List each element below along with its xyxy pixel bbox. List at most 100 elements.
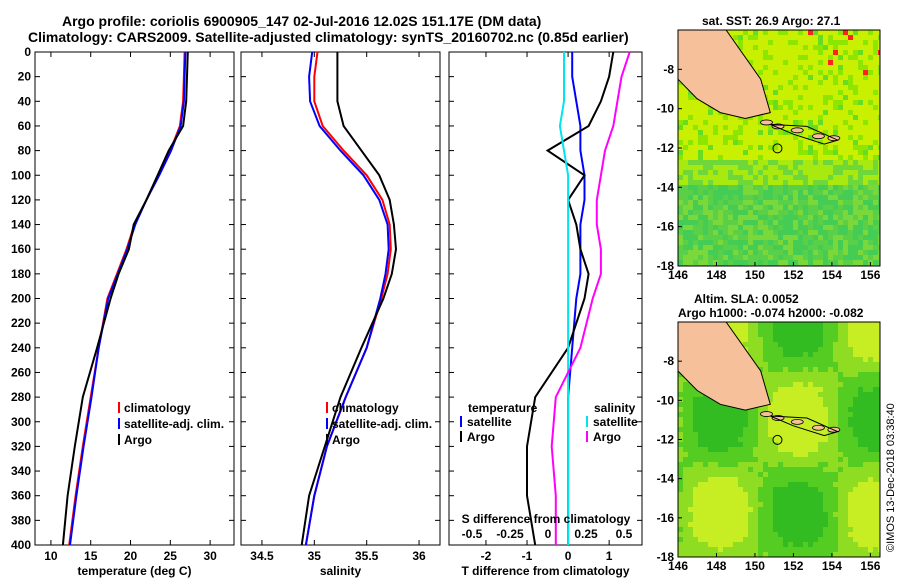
- x-tick-label: 1: [606, 549, 613, 563]
- x-tick-label: 20: [124, 549, 138, 563]
- x2-tick-label: 0.25: [574, 527, 598, 541]
- map-y-tick-label: -14: [657, 180, 675, 194]
- map-x-tick-label: 156: [860, 559, 880, 573]
- legend-label: Argo: [332, 433, 360, 447]
- map-y-tick-label: -16: [657, 511, 675, 525]
- sla-map-field: [678, 322, 880, 557]
- argo-position-marker: [772, 143, 783, 154]
- x-tick-label: 35.5: [355, 549, 379, 563]
- series-line-salinity-argo: [550, 51, 631, 545]
- y-tick-label: 80: [18, 144, 32, 158]
- y-tick-label: 180: [11, 267, 31, 281]
- y-tick-label: 380: [11, 513, 31, 527]
- x-tick-label: 30: [203, 549, 217, 563]
- map-y-tick-label: -8: [663, 62, 674, 76]
- y-tick-label: 260: [11, 365, 31, 379]
- y-tick-label: 0: [24, 45, 31, 59]
- map-y-tick-label: -10: [657, 102, 675, 116]
- y-tick-label: 400: [11, 538, 31, 552]
- x-tick-label: 35: [308, 549, 322, 563]
- map-x-tick-label: 154: [822, 268, 842, 282]
- reef-outline: [770, 123, 840, 145]
- y-tick-label: 220: [11, 316, 31, 330]
- legend-label: Argo: [467, 430, 495, 444]
- difference-panel-xlabel: T difference from climatology: [461, 564, 629, 578]
- y-tick-label: 60: [18, 119, 32, 133]
- map-x-tick-label: 146: [668, 559, 688, 573]
- x2-tick-label: -0.5: [462, 527, 483, 541]
- y-tick-label: 300: [11, 415, 31, 429]
- legend-label: Argo: [124, 433, 152, 447]
- map-x-tick-label: 148: [706, 268, 726, 282]
- map-y-tick-label: -10: [657, 393, 675, 407]
- salinity-panel-frame: [240, 51, 441, 546]
- island: [790, 127, 804, 134]
- legend-label: satellite: [593, 415, 638, 429]
- y-tick-label: 360: [11, 489, 31, 503]
- legend-salinity-title: salinity: [594, 401, 636, 415]
- y-tick-label: 140: [11, 218, 31, 232]
- x2-tick-label: 0.5: [616, 527, 633, 541]
- x-tick-label: 36: [412, 549, 426, 563]
- x-tick-label: 10: [44, 549, 58, 563]
- x-tick-label: 0: [565, 549, 572, 563]
- x-tick-label: -2: [481, 549, 492, 563]
- sst-map-title: sat. SST: 26.9 Argo: 27.1: [702, 14, 841, 28]
- y-tick-label: 40: [18, 94, 32, 108]
- island: [760, 119, 773, 126]
- y-tick-label: 240: [11, 341, 31, 355]
- island: [790, 418, 804, 425]
- map-x-tick-label: 150: [745, 559, 765, 573]
- x-tick-label: 25: [164, 549, 178, 563]
- legend-label: satellite-adj. clim.: [332, 417, 432, 431]
- legend-label: Argo: [593, 430, 621, 444]
- island: [760, 411, 773, 417]
- map-y-tick-label: -18: [657, 550, 675, 564]
- salinity-panel-xlabel: salinity: [320, 564, 362, 578]
- map-y-tick-label: -14: [657, 472, 675, 486]
- map-y-tick-label: -12: [657, 433, 675, 447]
- landmass: [678, 30, 771, 120]
- map-y-tick-label: -8: [663, 354, 674, 368]
- y-tick-label: 280: [11, 390, 31, 404]
- map-x-tick-label: 156: [860, 268, 880, 282]
- temperature-panel-xlabel: temperature (deg C): [77, 564, 191, 578]
- map-x-tick-label: 152: [783, 559, 803, 573]
- island: [812, 424, 825, 431]
- map-x-tick-label: 150: [745, 268, 765, 282]
- x-tick-label: -1: [522, 549, 533, 563]
- temperature-panel-frame: [34, 51, 235, 546]
- legend-label: satellite: [467, 415, 512, 429]
- sst-map-field: [678, 30, 880, 266]
- map-y-tick-label: -18: [657, 259, 675, 273]
- map-x-tick-label: 154: [822, 559, 842, 573]
- map-x-tick-label: 146: [668, 268, 688, 282]
- legend-label: climatology: [332, 401, 399, 415]
- y-tick-label: 340: [11, 464, 31, 478]
- x-tick-label: 15: [84, 549, 98, 563]
- sla-map-argo-heights: Argo h1000: -0.074 h2000: -0.082: [678, 306, 864, 320]
- series-line-temperature-argo: [526, 51, 615, 546]
- map-y-tick-label: -16: [657, 220, 675, 234]
- x2-tick-label: -0.25: [496, 527, 524, 541]
- map-y-tick-label: -12: [657, 141, 675, 155]
- series-line-argo: [300, 52, 398, 546]
- title-line-1: Argo profile: coriolis 6900905_147 02-Ju…: [62, 13, 542, 29]
- argo-position-marker: [772, 434, 783, 445]
- island: [812, 133, 825, 140]
- reef-outline: [770, 415, 840, 437]
- y-tick-label: 200: [11, 292, 31, 306]
- series-line-salinity-satellite: [558, 52, 570, 545]
- series-line-satellite-adj-clim-: [304, 51, 390, 546]
- sla-map-title: Altim. SLA: 0.0052: [694, 292, 799, 306]
- y-tick-label: 320: [11, 439, 31, 453]
- y-tick-label: 120: [11, 193, 31, 207]
- series-line-argo: [61, 51, 189, 546]
- y-tick-label: 160: [11, 242, 31, 256]
- map-x-tick-label: 148: [706, 559, 726, 573]
- legend-label: satellite-adj. clim.: [124, 417, 224, 431]
- y-tick-label: 20: [18, 70, 32, 84]
- y-tick-label: 100: [11, 168, 31, 182]
- difference-xlabel2: S difference from climatology: [462, 512, 631, 526]
